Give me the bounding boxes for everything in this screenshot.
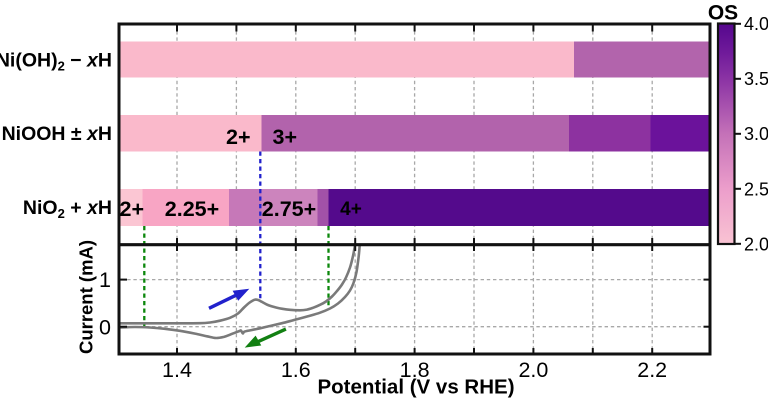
svg-text:3.0: 3.0 xyxy=(744,124,768,144)
svg-text:3+: 3+ xyxy=(273,125,298,149)
svg-text:2+: 2+ xyxy=(226,125,251,149)
svg-text:2.25+: 2.25+ xyxy=(165,197,219,221)
svg-text:2.5: 2.5 xyxy=(744,179,768,199)
svg-text:Ni(OH)2 − xH: Ni(OH)2 − xH xyxy=(0,50,112,74)
svg-text:2+: 2+ xyxy=(120,197,145,221)
svg-text:NiOOH ± xH: NiOOH ± xH xyxy=(2,123,112,145)
svg-text:4+: 4+ xyxy=(340,199,362,220)
svg-text:0: 0 xyxy=(99,315,111,339)
svg-text:Current (mA): Current (mA) xyxy=(76,240,97,354)
svg-text:1.8: 1.8 xyxy=(400,358,430,382)
svg-text:Potential (V vs RHE): Potential (V vs RHE) xyxy=(317,376,514,399)
svg-text:2.2: 2.2 xyxy=(637,358,667,382)
svg-text:1.6: 1.6 xyxy=(281,358,311,382)
svg-text:1.4: 1.4 xyxy=(162,358,192,382)
svg-text:2.0: 2.0 xyxy=(518,358,548,382)
svg-text:4.0: 4.0 xyxy=(744,14,768,34)
svg-text:2.0: 2.0 xyxy=(744,234,768,254)
svg-text:OS: OS xyxy=(708,2,738,25)
svg-text:NiO2 + xH: NiO2 + xH xyxy=(23,197,112,221)
svg-text:3.5: 3.5 xyxy=(744,69,768,89)
svg-text:2.75+: 2.75+ xyxy=(262,197,316,221)
svg-text:1: 1 xyxy=(99,268,111,292)
